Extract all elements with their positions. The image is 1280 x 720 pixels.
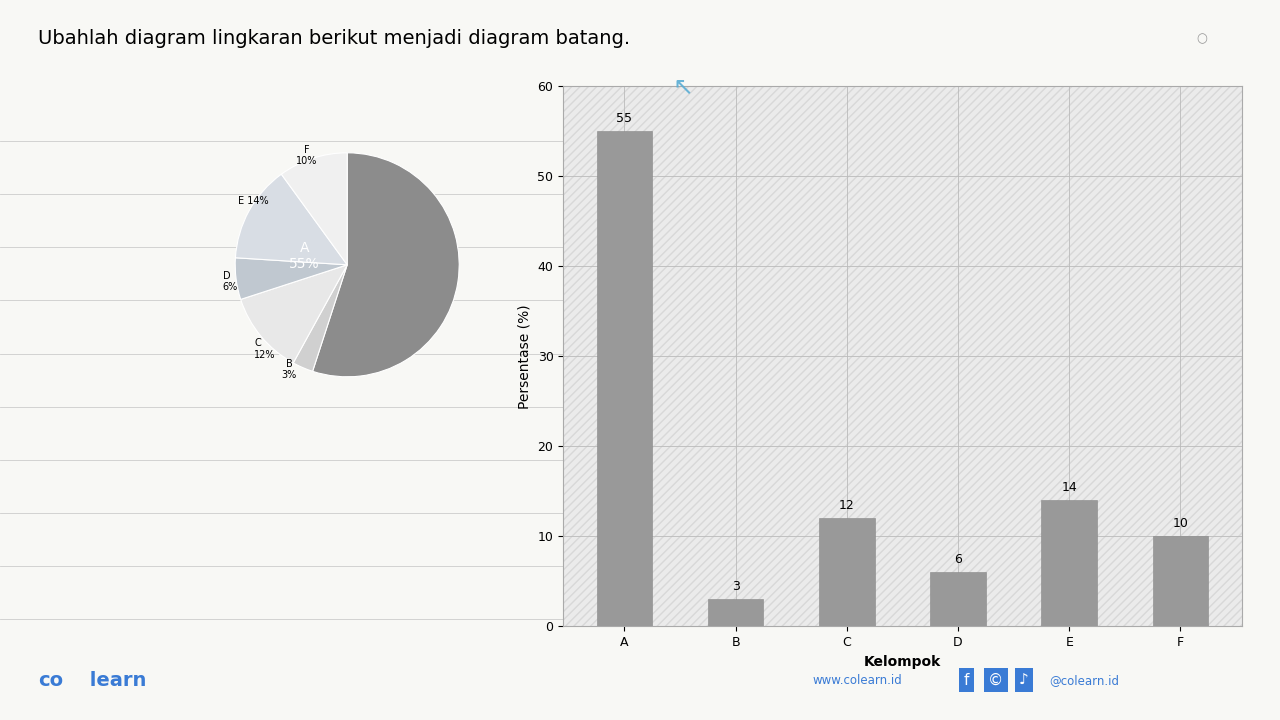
Bar (819, 518, 874, 626)
Bar (596, 131, 653, 626)
Wedge shape (241, 265, 347, 363)
Text: 14: 14 (1061, 481, 1076, 494)
Text: F
10%: F 10% (296, 145, 317, 166)
Text: E 14%: E 14% (238, 196, 269, 206)
Text: C
12%: C 12% (255, 338, 275, 360)
Text: 10: 10 (1172, 517, 1188, 530)
Bar (1042, 500, 1097, 626)
Text: A
55%: A 55% (289, 240, 320, 271)
Text: co: co (38, 671, 64, 690)
Wedge shape (293, 265, 347, 372)
Text: ○: ○ (1197, 32, 1207, 45)
Text: learn: learn (83, 671, 147, 690)
Text: B
3%: B 3% (282, 359, 297, 380)
Text: 12: 12 (838, 499, 855, 512)
Wedge shape (236, 258, 347, 300)
Text: f: f (964, 673, 969, 688)
X-axis label: Kelompok: Kelompok (864, 654, 941, 669)
Bar (563, 86, 1242, 626)
Bar (1152, 536, 1208, 626)
Wedge shape (312, 153, 460, 377)
Text: ©: © (988, 673, 1004, 688)
Text: ↖: ↖ (672, 76, 692, 99)
Text: @colearn.id: @colearn.id (1050, 674, 1120, 687)
Wedge shape (236, 174, 347, 265)
Text: www.colearn.id: www.colearn.id (813, 674, 902, 687)
Bar (931, 572, 986, 626)
Wedge shape (282, 153, 347, 265)
Text: 6: 6 (954, 553, 963, 566)
Text: Ubahlah diagram lingkaran berikut menjadi diagram batang.: Ubahlah diagram lingkaran berikut menjad… (38, 29, 631, 48)
Text: ♪: ♪ (1019, 673, 1029, 688)
Text: D
6%: D 6% (223, 271, 238, 292)
Text: 3: 3 (732, 580, 740, 593)
Text: 55: 55 (617, 112, 632, 125)
Bar (708, 599, 763, 626)
Y-axis label: Persentase (%): Persentase (%) (518, 304, 532, 409)
